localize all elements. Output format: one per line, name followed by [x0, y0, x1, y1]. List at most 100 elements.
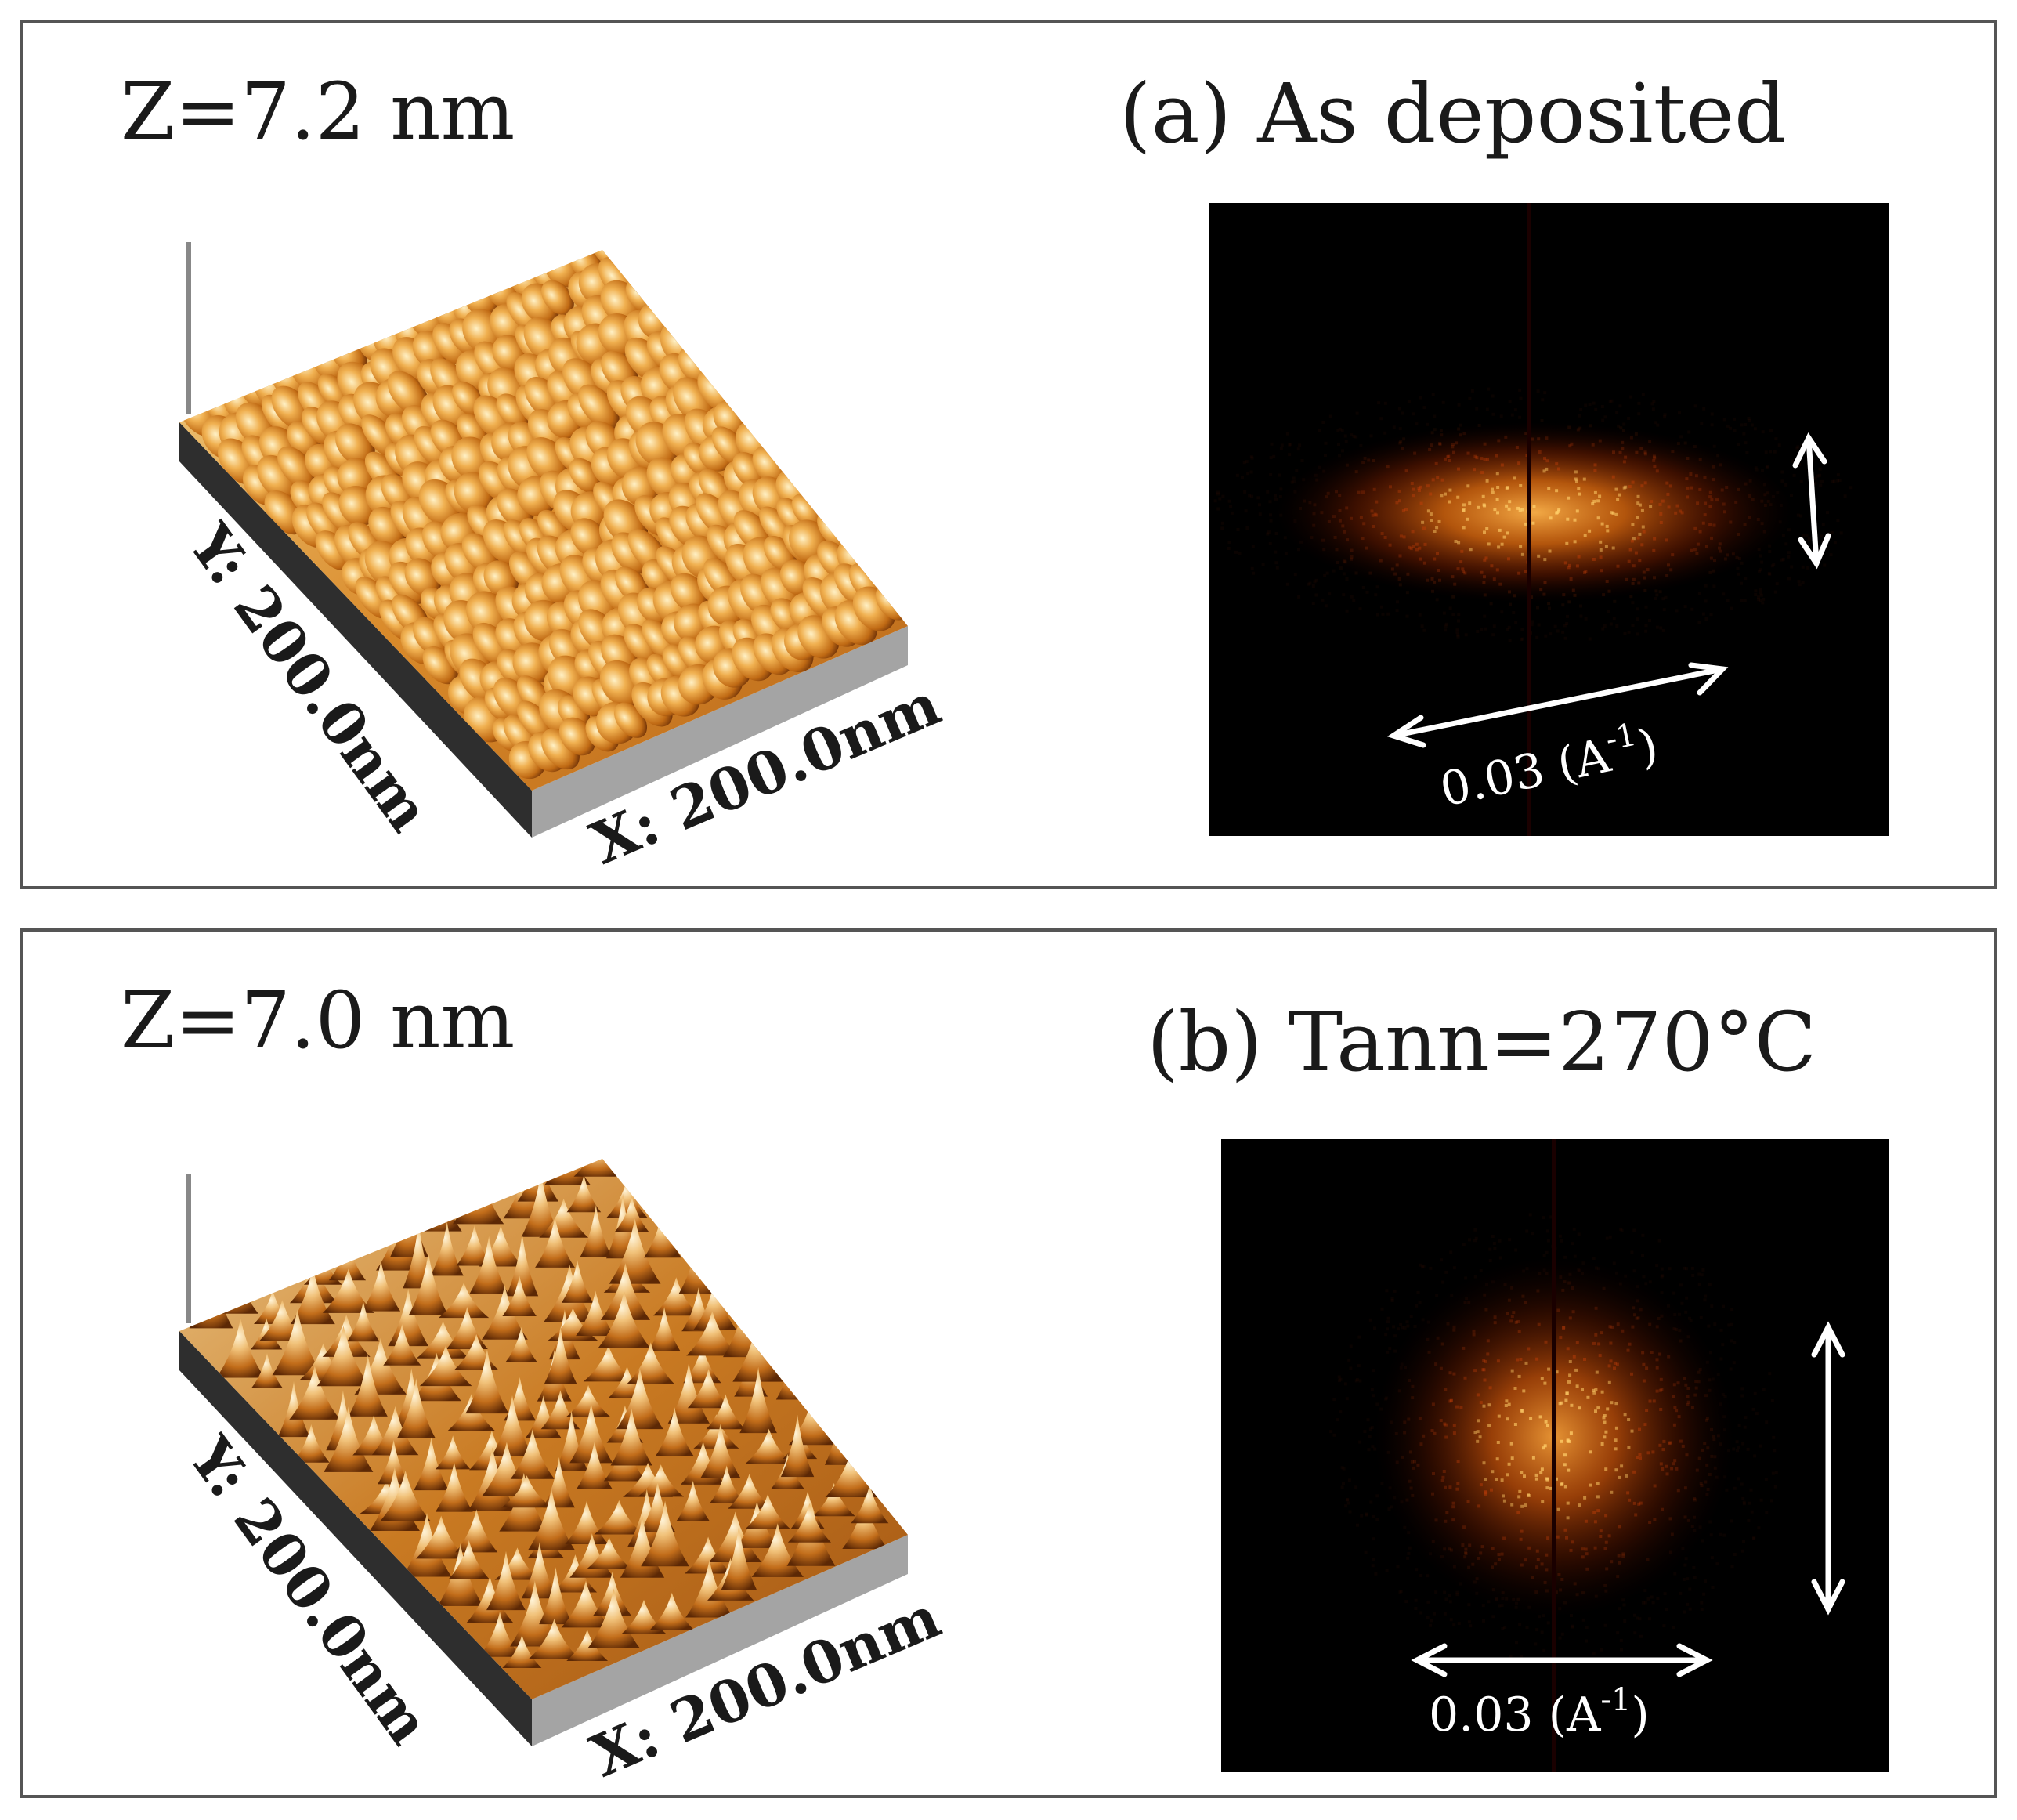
- fft-speckle-dot: [1537, 623, 1541, 627]
- fft-speckle-dot: [1719, 1402, 1722, 1406]
- fft-speckle-dot: [1712, 1438, 1716, 1442]
- fft-speckle-dot: [1697, 592, 1701, 595]
- fft-speckle-dot: [1618, 493, 1621, 497]
- fft-speckle-dot: [1836, 519, 1840, 523]
- surface-ridge: [578, 384, 620, 430]
- fft-speckle-dot: [1581, 1591, 1585, 1595]
- fft-speckle-dot: [1405, 1498, 1409, 1502]
- fft-image: 0.03 (A-1): [1209, 203, 1889, 836]
- fft-speckle-dot: [1448, 488, 1452, 492]
- fft-speckle-dot: [1588, 403, 1592, 407]
- fft-speckle-dot: [1413, 1460, 1416, 1464]
- fft-speckle-dot: [1708, 505, 1712, 508]
- surface-peak: [610, 1408, 652, 1466]
- fft-speckle-dot: [1638, 503, 1642, 507]
- fft-speckle-dot: [1545, 1477, 1549, 1481]
- fft-speckle-dot: [1762, 1388, 1766, 1391]
- fft-speckle-dot: [1516, 506, 1520, 510]
- fft-speckle-dot: [1764, 450, 1768, 454]
- fft-speckle-dot: [1668, 1442, 1672, 1446]
- surface-peak: [851, 1484, 889, 1524]
- fft-speckle-dot: [1538, 1272, 1542, 1275]
- surface-peak: [482, 1442, 532, 1496]
- fft-speckle-dot: [1246, 472, 1250, 476]
- fft-speckle-dot: [1658, 1443, 1662, 1447]
- fft-speckle-dot: [1534, 1473, 1538, 1477]
- fft-speckle-dot: [1250, 456, 1254, 460]
- fft-speckle-dot: [1455, 441, 1459, 445]
- fft-speckle-dot: [1439, 1366, 1443, 1370]
- fft-speckle-dot: [1536, 1289, 1540, 1293]
- fft-speckle-dot: [1449, 1250, 1453, 1254]
- fft-speckle-dot: [1747, 417, 1751, 420]
- fft-speckle-dot: [1469, 1624, 1473, 1628]
- fft-speckle-dot: [1477, 1419, 1480, 1423]
- surface-peak: [576, 1441, 613, 1489]
- fft-speckle-dot: [1302, 478, 1306, 482]
- fft-speckle-dot: [1418, 613, 1422, 617]
- fft-speckle-dot: [1574, 477, 1578, 481]
- fft-speckle-dot: [1718, 546, 1721, 550]
- fft-speckle-dot: [1431, 1540, 1435, 1543]
- fft-speckle-dot: [1656, 423, 1660, 427]
- fft-speckle-dot: [1737, 572, 1740, 576]
- fft-speckle-dot: [1438, 442, 1441, 446]
- fft-speckle-dot: [1748, 1501, 1751, 1505]
- fft-speckle-dot: [1346, 1498, 1350, 1502]
- fft-speckle-dot: [1697, 1456, 1701, 1460]
- fft-speckle-dot: [1601, 627, 1605, 631]
- fft-speckle-dot: [1474, 1236, 1478, 1240]
- fft-speckle-dot: [1596, 1406, 1600, 1410]
- fft-speckle-dot: [1563, 1453, 1567, 1457]
- fft-speckle-dot: [1467, 1301, 1471, 1304]
- fft-speckle-dot: [1753, 427, 1757, 431]
- fft-speckle-dot: [1489, 602, 1493, 606]
- fft-speckle-dot: [1388, 1486, 1392, 1490]
- fft-speckle-dot: [1329, 1430, 1333, 1434]
- fft-speckle-dot: [1581, 1272, 1585, 1275]
- fft-speckle-dot: [1750, 423, 1754, 427]
- fft-speckle-dot: [1430, 431, 1434, 435]
- fft-speckle-dot: [1708, 1520, 1712, 1524]
- fft-speckle-dot: [1567, 566, 1571, 570]
- fft-speckle-dot: [1501, 1627, 1505, 1630]
- fft-speckle-dot: [1603, 1547, 1607, 1550]
- fft-speckle-dot: [1534, 1642, 1538, 1646]
- fft-speckle-dot: [1753, 1454, 1757, 1458]
- fft-speckle-dot: [1502, 1536, 1506, 1540]
- fft-speckle-dot: [1492, 624, 1496, 628]
- fft-speckle-dot: [1748, 479, 1752, 483]
- fft-speckle-dot: [1670, 1532, 1674, 1536]
- fft-speckle-dot: [1663, 413, 1667, 417]
- fft-speckle-dot: [1661, 628, 1665, 632]
- fft-speckle-dot: [1564, 1398, 1568, 1402]
- fft-speckle-dot: [1649, 505, 1653, 508]
- fft-speckle-dot: [1444, 1423, 1448, 1427]
- fft-speckle-dot: [1667, 1355, 1671, 1359]
- fft-image: 0.03 (A-1): [1221, 1139, 1889, 1772]
- fft-speckle-dot: [1483, 530, 1486, 534]
- fft-speckle-dot: [1655, 1264, 1659, 1268]
- fft-speckle-dot: [1422, 1264, 1426, 1268]
- fft-speckle-dot: [1713, 1466, 1717, 1470]
- fft-speckle-dot: [1495, 472, 1499, 476]
- fft-speckle-dot: [1773, 450, 1777, 454]
- fft-speckle-dot: [1346, 1501, 1350, 1505]
- fft-speckle-dot: [1412, 412, 1415, 416]
- fft-speckle-dot: [1663, 415, 1667, 419]
- fft-speckle-dot: [1685, 1296, 1689, 1300]
- fft-speckle-dot: [1608, 1235, 1612, 1239]
- fft-speckle-dot: [1627, 417, 1631, 420]
- fft-speckle-dot: [1701, 612, 1705, 616]
- fft-speckle-dot: [1338, 519, 1342, 523]
- fft-speckle-dot: [1694, 1380, 1698, 1384]
- fft-speckle-dot: [1618, 1475, 1621, 1479]
- fft-speckle-dot: [1618, 1525, 1621, 1529]
- fft-speckle-dot: [1365, 1512, 1368, 1516]
- fft-speckle-dot: [1605, 1236, 1609, 1240]
- fft-speckle-dot: [1288, 443, 1292, 447]
- fft-speckle-dot: [1452, 1431, 1456, 1435]
- fft-speckle-dot: [1610, 1325, 1614, 1329]
- fft-speckle-dot: [1603, 1420, 1607, 1424]
- fft-speckle-dot: [1451, 443, 1455, 447]
